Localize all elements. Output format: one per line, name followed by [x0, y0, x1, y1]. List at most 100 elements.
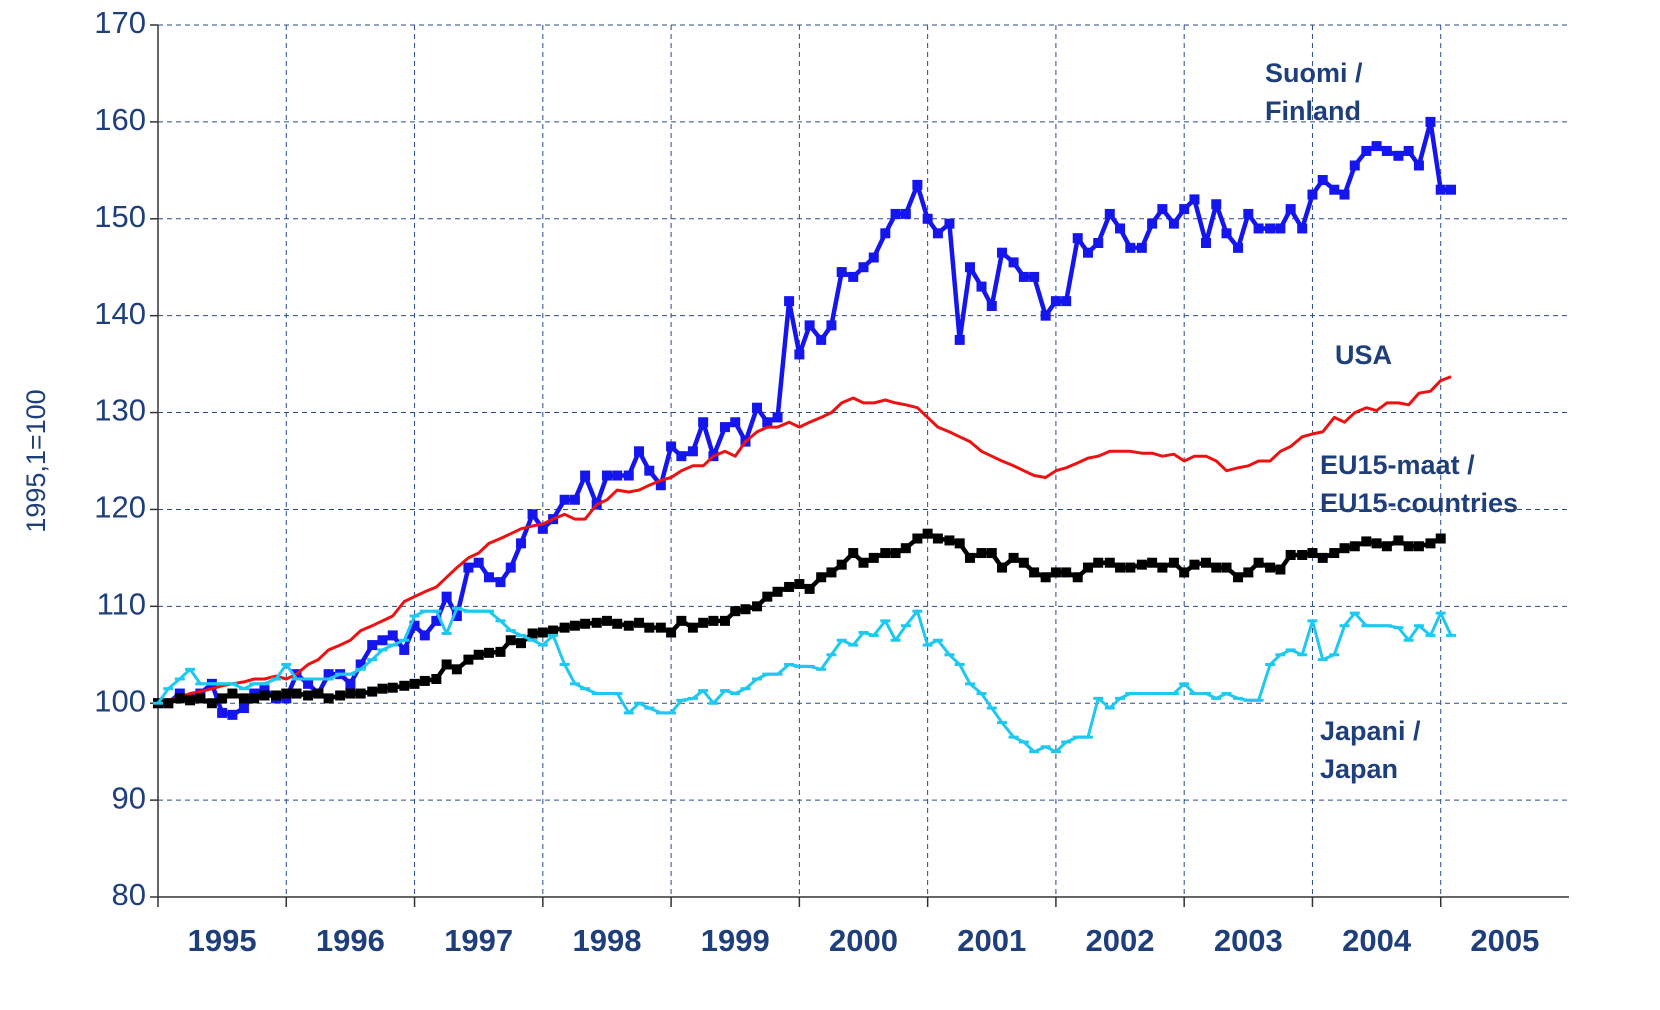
point-marker [1179, 204, 1190, 215]
point-marker [409, 620, 420, 631]
point-marker [271, 690, 282, 701]
point-marker [323, 669, 334, 680]
point-marker [463, 654, 474, 665]
x-tick-label: 1995 [188, 923, 257, 958]
point-marker [451, 611, 462, 622]
point-marker [623, 470, 634, 481]
point-marker [816, 572, 827, 583]
point-marker [1297, 549, 1308, 560]
point-marker [441, 659, 452, 670]
point-marker [740, 604, 751, 615]
point-marker [559, 494, 570, 505]
point-marker [836, 559, 847, 570]
point-marker [644, 465, 655, 476]
point-marker [580, 618, 591, 629]
point-marker [1136, 242, 1147, 253]
point-marker [752, 402, 763, 413]
point-marker [291, 688, 302, 699]
point-marker [601, 615, 612, 626]
point-marker [473, 649, 484, 660]
point-marker [1147, 218, 1158, 229]
point-marker [655, 480, 666, 491]
point-marker [816, 334, 827, 345]
point-marker [900, 208, 911, 219]
point-marker [516, 538, 527, 549]
series-label: Finland [1265, 96, 1361, 126]
point-marker [676, 615, 687, 626]
point-marker [1221, 562, 1232, 573]
point-marker [580, 470, 591, 481]
point-marker [1050, 296, 1061, 307]
point-marker [345, 678, 356, 689]
point-marker [1104, 208, 1115, 219]
point-marker [1233, 572, 1244, 583]
point-marker [505, 562, 516, 573]
point-marker [762, 591, 773, 602]
point-marker [238, 703, 249, 714]
point-marker [1157, 562, 1168, 573]
point-marker [997, 247, 1008, 258]
point-marker [719, 615, 730, 626]
point-marker [1082, 247, 1093, 258]
point-marker [687, 622, 698, 633]
point-marker [954, 334, 965, 345]
y-tick-label: 170 [94, 5, 146, 40]
point-marker [964, 262, 975, 273]
point-marker [1061, 567, 1072, 578]
point-marker [483, 647, 494, 658]
point-marker [922, 528, 933, 539]
series-label: Suomi / [1265, 58, 1363, 88]
point-marker [1403, 145, 1414, 156]
x-tick-label: 2000 [829, 923, 898, 958]
point-marker [730, 606, 741, 617]
x-tick-label: 2001 [957, 923, 1026, 958]
point-marker [676, 451, 687, 462]
point-marker [473, 557, 484, 568]
point-marker [1393, 535, 1404, 546]
series-label: USA [1335, 340, 1392, 370]
point-marker [537, 627, 548, 638]
point-marker [868, 252, 879, 263]
point-marker [698, 417, 709, 428]
point-marker [505, 635, 516, 646]
point-marker [1157, 204, 1168, 215]
point-marker [1307, 189, 1318, 200]
series-line [157, 375, 1452, 705]
point-marker [1168, 218, 1179, 229]
point-marker [303, 678, 314, 689]
point-marker [431, 615, 442, 626]
point-marker [591, 617, 602, 628]
point-marker [826, 567, 837, 578]
point-marker [217, 707, 228, 718]
point-marker [463, 562, 474, 573]
point-marker [922, 213, 933, 224]
point-marker [858, 557, 869, 568]
x-tick-label: 1996 [316, 923, 385, 958]
point-marker [1413, 541, 1424, 552]
point-marker [1285, 549, 1296, 560]
point-marker [612, 470, 623, 481]
point-marker [431, 674, 442, 684]
point-marker [912, 533, 923, 544]
point-marker [858, 262, 869, 273]
point-marker [409, 678, 420, 689]
point-marker [1115, 562, 1126, 573]
point-marker [495, 646, 506, 657]
point-marker [634, 617, 645, 628]
x-tick-label: 1998 [572, 923, 641, 958]
point-marker [1361, 145, 1372, 156]
point-marker [1371, 538, 1382, 549]
point-marker [1317, 552, 1328, 563]
point-marker [1093, 557, 1104, 568]
point-marker [1115, 223, 1126, 234]
point-marker [890, 208, 901, 219]
point-marker [1285, 204, 1296, 215]
point-marker [1040, 310, 1051, 321]
point-marker [387, 630, 398, 641]
point-marker [644, 622, 655, 633]
point-marker [1435, 533, 1446, 544]
point-marker [527, 628, 538, 639]
point-marker [259, 690, 270, 701]
point-marker [527, 509, 538, 520]
point-marker [612, 618, 623, 629]
